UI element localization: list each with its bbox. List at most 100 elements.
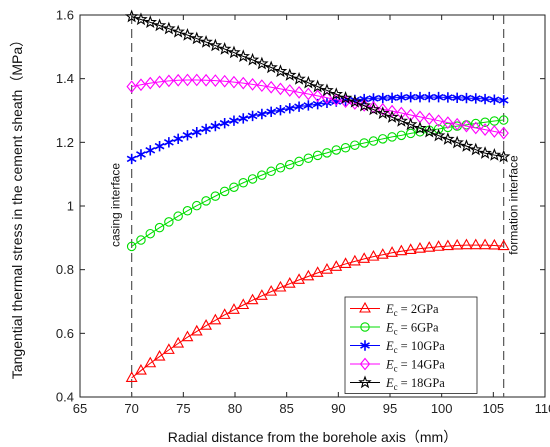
data-point [266, 106, 277, 117]
y-tick-label: 1.4 [56, 71, 74, 86]
legend-value: 10GPa [411, 339, 445, 353]
data-point [173, 211, 183, 221]
data-point [145, 228, 156, 239]
x-tick-label: 75 [176, 401, 190, 416]
data-point [470, 93, 481, 104]
data-point [469, 238, 482, 250]
data-point [255, 289, 268, 300]
data-point [284, 103, 295, 114]
data-point [191, 126, 202, 138]
data-point [357, 98, 371, 112]
data-point [294, 101, 304, 112]
data-point [294, 156, 304, 167]
legend-label: Ec = 18GPa [385, 376, 445, 392]
series-layer [124, 9, 511, 382]
legend-label: Ec = 14GPa [385, 358, 445, 374]
data-point [442, 92, 453, 103]
legend-value: 14GPa [411, 358, 445, 372]
data-point [191, 73, 202, 87]
x-axis-label: Radial distance from the borehole axis（m… [168, 429, 457, 445]
data-point [285, 159, 295, 170]
x-tick-label: 85 [279, 401, 293, 416]
x-tick-label: 70 [124, 401, 138, 416]
legend-subscript: c [394, 382, 398, 392]
data-point [219, 74, 230, 88]
data-point [283, 277, 296, 288]
data-point [219, 118, 230, 129]
data-point [330, 260, 343, 271]
data-point [134, 12, 148, 26]
data-point [302, 269, 315, 281]
series-14GPa [126, 73, 509, 140]
data-point [292, 71, 306, 85]
legend-item: Ec = 2GPa [350, 301, 439, 318]
data-point [451, 117, 463, 131]
y-tick-label: 0.4 [56, 390, 74, 405]
data-point [498, 95, 509, 106]
data-point [461, 92, 472, 104]
data-point [144, 356, 157, 368]
data-point [441, 239, 454, 251]
data-point [200, 73, 212, 87]
data-point [312, 89, 323, 103]
data-point [257, 170, 267, 180]
data-point [497, 239, 510, 251]
data-point [265, 80, 277, 94]
data-point [126, 241, 137, 252]
data-point [283, 68, 297, 81]
data-point [415, 91, 425, 103]
data-point [394, 113, 409, 127]
data-point [301, 75, 316, 89]
data-point [405, 128, 416, 139]
data-point [424, 112, 435, 126]
data-point [210, 74, 221, 87]
series-10GPa [126, 91, 509, 165]
data-point [163, 137, 174, 148]
data-point [181, 330, 194, 342]
data-point [348, 94, 362, 108]
data-point [229, 182, 239, 192]
data-point [238, 76, 249, 90]
data-point [125, 371, 138, 382]
data-point [488, 238, 501, 250]
data-point [247, 110, 258, 122]
y-tick-label: 1 [67, 199, 74, 214]
series-6GPa [126, 115, 509, 252]
x-tick-label: 80 [228, 401, 242, 416]
data-point [124, 9, 139, 23]
data-point [338, 91, 353, 104]
legend-item: Ec = 10GPa [350, 339, 445, 355]
data-point [459, 139, 474, 152]
data-point [153, 349, 166, 361]
legend-item: Ec = 18GPa [350, 375, 445, 392]
data-point [387, 92, 397, 103]
data-point [217, 41, 232, 55]
data-point [450, 135, 464, 149]
series-2GPa [125, 238, 510, 382]
data-point [238, 113, 249, 124]
data-point [126, 80, 137, 93]
data-point [386, 246, 399, 257]
data-point [396, 92, 407, 103]
legend-subscript: c [394, 308, 398, 318]
data-point [360, 340, 370, 351]
data-point [227, 45, 241, 59]
data-point [339, 257, 352, 268]
legend-symbol: E [385, 358, 394, 372]
legend-equals: = [401, 321, 411, 335]
legend-value: 18GPa [411, 376, 445, 390]
data-point [190, 31, 204, 45]
data-point [275, 82, 286, 96]
data-point [367, 249, 380, 261]
data-point [442, 116, 454, 129]
series-line [131, 79, 504, 134]
data-point [182, 130, 193, 141]
data-point [489, 94, 500, 105]
data-point [312, 150, 323, 161]
data-point [478, 146, 492, 159]
data-point [236, 49, 251, 63]
data-point [479, 238, 492, 250]
data-point [414, 242, 426, 253]
data-point [303, 100, 314, 111]
